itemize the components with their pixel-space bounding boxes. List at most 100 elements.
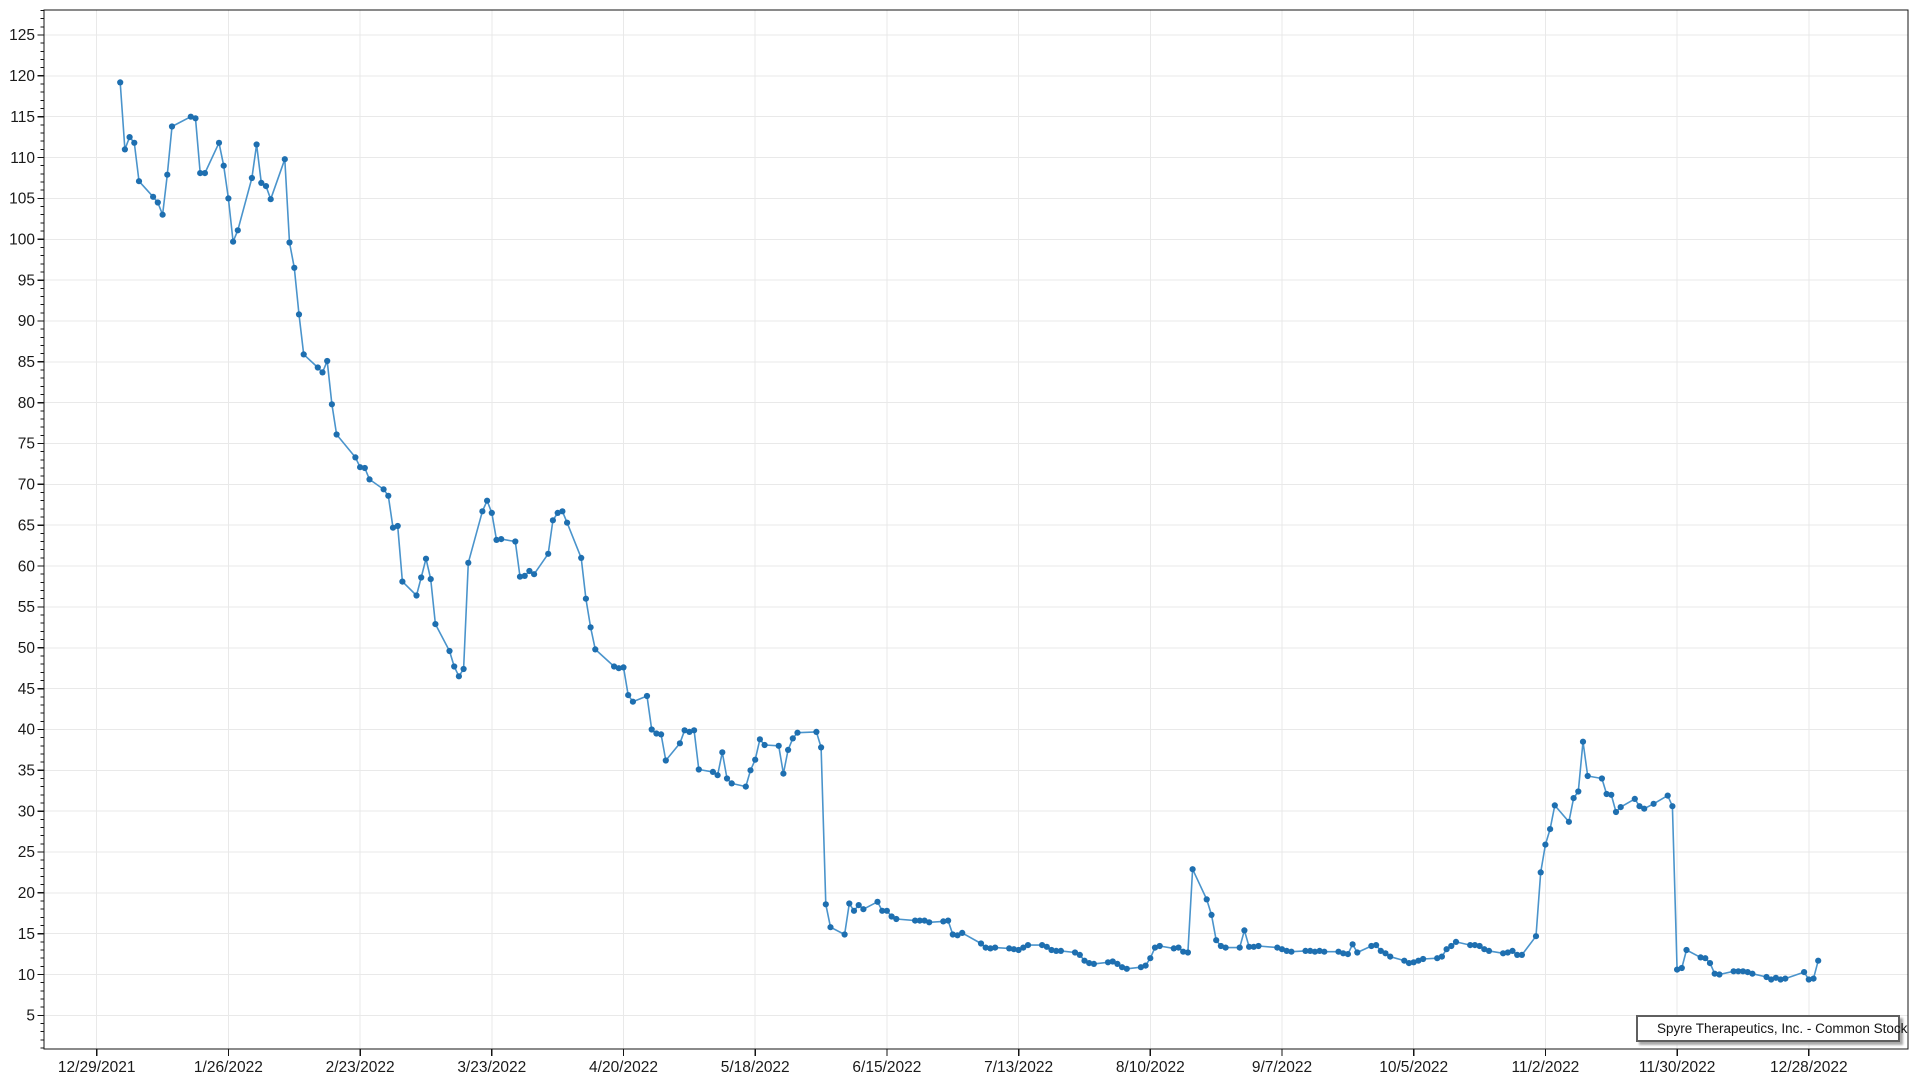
data-point-marker [328, 401, 335, 408]
data-point-marker [1448, 942, 1455, 950]
y-tick-label: 115 [10, 109, 35, 126]
data-point-marker [1514, 951, 1521, 959]
data-point-marker [267, 196, 274, 203]
data-point-marker [380, 486, 387, 493]
data-point-marker [643, 692, 651, 700]
data-point-marker [1048, 946, 1055, 954]
y-tick-label: 10 [18, 967, 36, 984]
data-point-marker [1057, 947, 1064, 955]
data-point-marker [1382, 950, 1389, 957]
data-point-marker [1537, 869, 1544, 876]
data-point-marker [1551, 802, 1558, 809]
data-point-marker [780, 770, 787, 777]
data-point-marker [1500, 950, 1507, 957]
data-point-marker [1354, 949, 1361, 956]
data-point-marker [625, 692, 632, 699]
data-point-marker [1631, 795, 1638, 803]
data-point-marker [422, 555, 430, 562]
data-point-marker [1147, 955, 1154, 962]
data-point-marker [620, 664, 627, 671]
data-point-marker [1467, 942, 1474, 949]
data-point-marker [201, 170, 208, 177]
data-point-marker [117, 79, 124, 86]
data-point-marker [1015, 946, 1022, 954]
data-point-marker [1278, 946, 1286, 953]
data-point-marker [295, 311, 303, 318]
data-point-marker [1815, 957, 1822, 964]
y-tick-label: 25 [18, 844, 35, 861]
data-point-marker [1151, 944, 1159, 951]
x-tick-label: 10/5/2022 [1379, 1059, 1448, 1076]
data-point-marker [1612, 808, 1620, 816]
x-tick-label: 1/26/2022 [194, 1059, 263, 1076]
data-point-marker [1697, 954, 1704, 961]
data-point-marker [432, 621, 439, 628]
y-tick-label: 105 [9, 191, 35, 208]
data-point-marker [714, 772, 721, 779]
data-point-marker [1387, 953, 1394, 960]
data-point-marker [1020, 944, 1027, 951]
y-axis: 5 10 15 20 25 30 35 40 45 50 55 60 65 70 75 80 85 90 95 100… [9, 9, 44, 1049]
data-point-marker [1579, 738, 1587, 745]
data-point-marker [1076, 951, 1083, 959]
data-point-marker [545, 550, 552, 557]
y-tick-label: 15 [18, 926, 35, 943]
data-point-marker [658, 731, 665, 738]
data-point-marker [1702, 955, 1709, 962]
data-point-marker [1175, 944, 1182, 951]
data-point-marker [1415, 957, 1422, 964]
data-point-marker [1777, 976, 1784, 983]
data-point-marker [615, 665, 622, 672]
data-point-marker [324, 357, 331, 365]
data-point-marker [1650, 800, 1657, 807]
x-tick-label: 6/15/2022 [852, 1059, 921, 1076]
data-point-marker [1532, 933, 1540, 940]
data-point-marker [592, 646, 599, 653]
x-axis: 12/29/2021 1/26/2022 2/23/2022 3/23/2022 4/2… [58, 1049, 1848, 1076]
data-point-marker [982, 944, 989, 951]
data-point-marker [813, 728, 820, 736]
data-point-marker [954, 932, 961, 939]
x-tick-label: 12/28/2022 [1770, 1059, 1848, 1076]
data-point-marker [742, 783, 749, 790]
price-line-series [119, 82, 1819, 981]
data-point-marker [357, 464, 364, 471]
data-point-marker [1438, 953, 1445, 960]
data-point-marker [756, 736, 764, 743]
data-point-marker [1109, 958, 1116, 965]
data-point-marker [912, 917, 919, 924]
data-point-marker [484, 497, 491, 504]
data-point-marker [389, 524, 397, 531]
data-point-marker [1801, 969, 1808, 976]
data-point-marker [361, 464, 368, 472]
data-point-marker [1575, 788, 1582, 795]
data-point-marker [648, 726, 655, 733]
data-point-marker [1405, 960, 1413, 967]
data-point-marker [521, 572, 528, 580]
data-point-marker [253, 141, 260, 148]
data-point-marker [1443, 946, 1450, 953]
data-point-marker [1156, 942, 1163, 950]
data-point-marker [413, 592, 420, 599]
data-point-marker [1608, 791, 1615, 798]
data-point-marker [1805, 976, 1812, 983]
data-point-marker [168, 123, 176, 130]
data-point-marker [794, 729, 801, 736]
data-point-marker [926, 919, 933, 926]
data-point-marker [1255, 942, 1262, 950]
y-tick-label: 60 [18, 558, 36, 575]
data-point-marker [987, 945, 994, 952]
data-point-marker [154, 199, 161, 206]
data-point-marker [1485, 947, 1493, 955]
x-tick-label: 5/18/2022 [721, 1059, 790, 1076]
data-point-marker [1142, 962, 1149, 969]
data-point-marker [1452, 938, 1460, 946]
data-point-marker [818, 744, 825, 751]
data-point-marker [1678, 964, 1685, 972]
x-tick-label: 8/10/2022 [1116, 1059, 1185, 1076]
data-point-marker [126, 134, 133, 141]
data-point-marker [333, 431, 340, 438]
data-point-marker [465, 559, 472, 566]
